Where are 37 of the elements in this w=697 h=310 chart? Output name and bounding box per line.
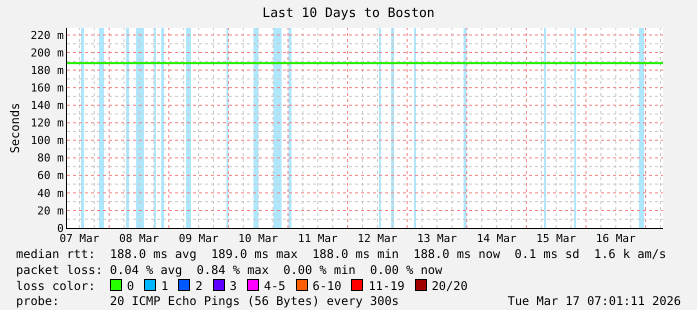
text: median rtt: 188.0 ms avg 189.0 ms max 188.0 ms min 188.0 ms now 0.1 ms sd 1.6 k am/s bbox=[16, 247, 666, 261]
x-tick-label: 10 Mar bbox=[238, 232, 278, 246]
text: 20/20 bbox=[432, 279, 468, 293]
x-tick-label: 09 Mar bbox=[178, 232, 219, 246]
text: Tue Mar 17 07:01:11 2026 bbox=[508, 294, 681, 308]
text: 11-19 bbox=[368, 279, 405, 293]
x-tick-label: 14 Mar bbox=[476, 232, 517, 246]
y-tick-label: 180 m bbox=[30, 64, 64, 77]
text: 1 bbox=[161, 279, 168, 293]
y-tick-label: 80 m bbox=[37, 152, 64, 165]
y-tick-label: 120 m bbox=[30, 116, 64, 130]
y-tick-label: 20 m bbox=[37, 204, 64, 218]
y-tick-label: 40 m bbox=[37, 186, 64, 200]
x-tick-label: 11 Mar bbox=[298, 232, 338, 246]
x-tick-label: 16 Mar bbox=[596, 232, 636, 246]
x-tick-label: 08 Mar bbox=[119, 232, 160, 246]
x-tick-label: 07 Mar bbox=[60, 232, 100, 246]
x-tick-label: 15 Mar bbox=[536, 232, 576, 246]
text: 0 bbox=[126, 279, 134, 293]
text: loss color: bbox=[16, 279, 96, 293]
text: 2 bbox=[195, 279, 203, 293]
text: 3 bbox=[230, 279, 237, 293]
y-tick-label: 200 m bbox=[30, 46, 64, 60]
text: 6-10 bbox=[312, 279, 342, 293]
y-tick-label: 140 m bbox=[30, 99, 64, 112]
y-axis-title: Seconds bbox=[8, 102, 22, 154]
y-tick-label: 60 m bbox=[37, 169, 64, 182]
text: packet loss: 0.04 % avg 0.84 % max 0.00 % min 0.00 % now bbox=[16, 263, 442, 277]
y-tick-label: 100 m bbox=[30, 134, 64, 148]
text: 4-5 bbox=[264, 279, 286, 293]
x-tick-label: 12 Mar bbox=[358, 232, 398, 246]
x-tick-label: 13 Mar bbox=[417, 232, 458, 246]
y-tick-label: 0 bbox=[57, 222, 64, 235]
chart-title: Last 10 Days to Boston bbox=[262, 6, 435, 22]
y-tick-label: 160 m bbox=[30, 82, 64, 94]
y-tick-label: 220 m bbox=[30, 28, 64, 42]
text: probe: 20 ICMP Echo Pings (56 Bytes) every 300s bbox=[16, 294, 399, 308]
